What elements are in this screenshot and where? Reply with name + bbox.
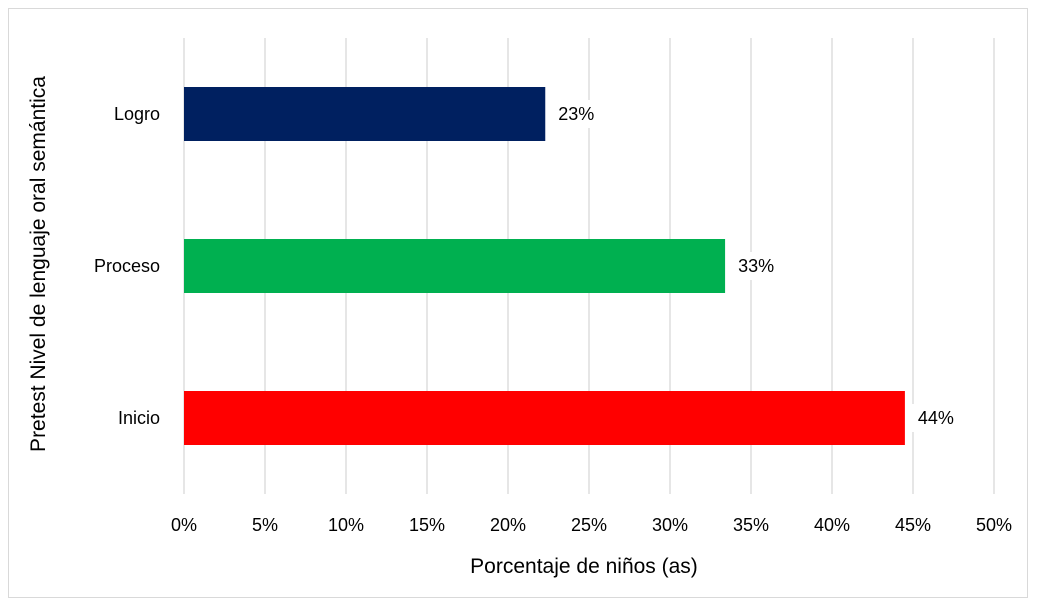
x-tick-label: 50% [976,515,1012,535]
x-tick-label: 45% [895,515,931,535]
data-label-background [551,100,602,128]
data-label: 33% [738,256,774,276]
y-axis-title: Pretest Nivel de lenguaje oral semántica [27,76,50,452]
bar-inicio [184,391,905,445]
bar-proceso [184,239,726,293]
category-labels: Logro Proceso Inicio [94,104,160,428]
x-tick-label: 0% [171,515,197,535]
x-tick-label: 5% [252,515,278,535]
category-label: Proceso [94,256,160,276]
data-label-background [731,252,782,280]
category-label: Logro [114,104,160,124]
category-label: Inicio [118,408,160,428]
x-tick-label: 40% [814,515,850,535]
x-tick-label: 30% [652,515,688,535]
data-label: 44% [918,408,954,428]
x-tick-label: 20% [490,515,526,535]
x-axis-title: Porcentaje de niños (as) [470,555,698,578]
data-labels: 23% 33% 44% [551,100,961,432]
data-label-background [910,404,961,432]
x-tick-label: 10% [328,515,364,535]
x-tick-label: 35% [733,515,769,535]
bars [184,87,905,445]
x-tick-label: 15% [409,515,445,535]
x-tick-label: 25% [571,515,607,535]
bar-logro [184,87,546,141]
x-tick-labels: 0% 5% 10% 15% 20% 25% 30% 35% 40% 45% 50% [171,515,1012,535]
data-label: 23% [558,104,594,124]
